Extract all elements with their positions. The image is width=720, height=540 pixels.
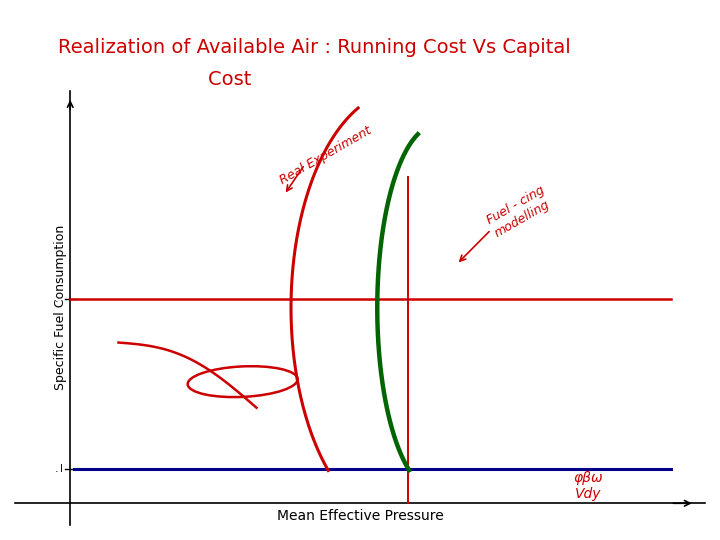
Y-axis label: Specific Fuel Consumption: Specific Fuel Consumption — [55, 225, 68, 390]
X-axis label: Mean Effective Pressure: Mean Effective Pressure — [276, 509, 444, 523]
Text: Fuel - cing
modelling: Fuel - cing modelling — [484, 184, 554, 240]
Text: Cost: Cost — [58, 70, 251, 89]
Text: .: . — [55, 294, 58, 304]
Text: .: . — [55, 463, 58, 474]
Text: Real Experiment: Real Experiment — [277, 124, 374, 187]
Text: I: I — [60, 463, 63, 474]
Text: φβω
Vdy: φβω Vdy — [573, 471, 603, 501]
Text: Realization of Available Air : Running Cost Vs Capital: Realization of Available Air : Running C… — [58, 38, 570, 57]
